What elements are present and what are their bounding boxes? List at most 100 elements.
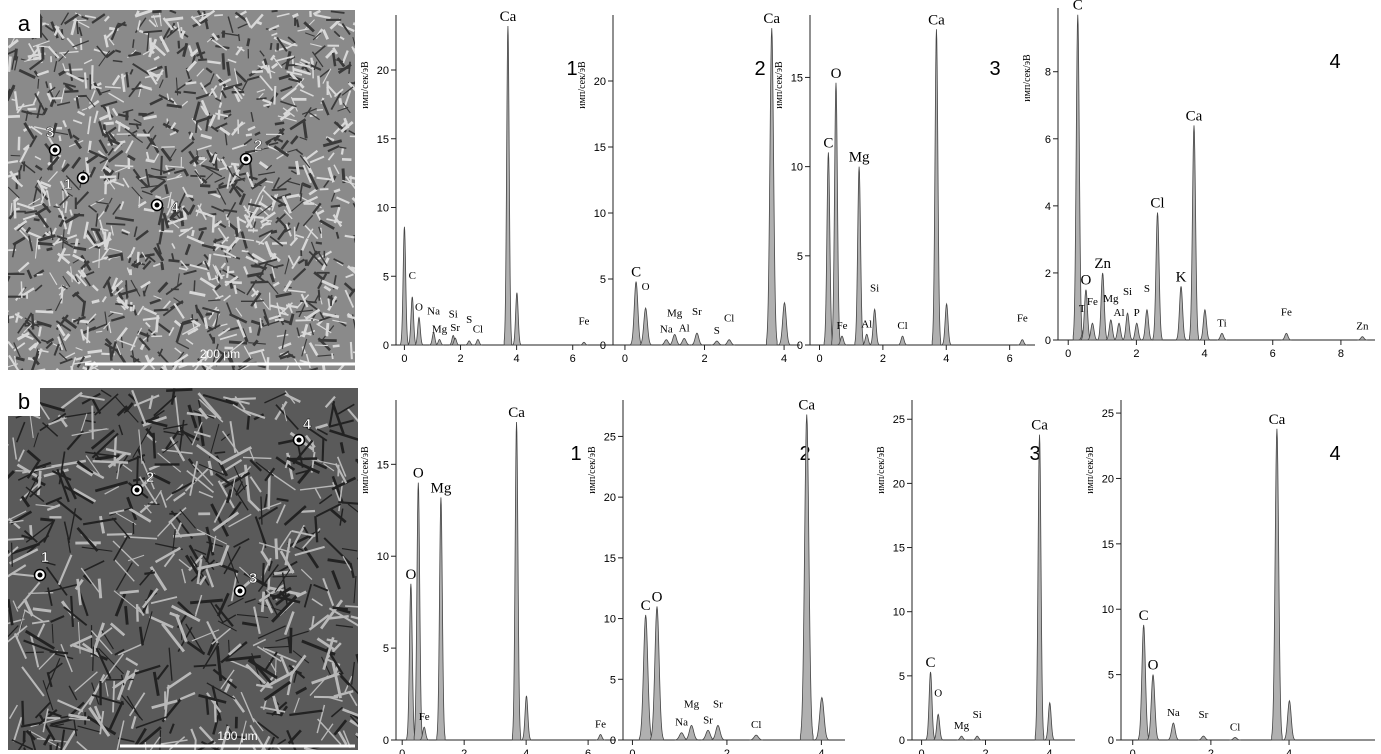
y-tick-label: 10 <box>377 203 389 215</box>
peak-label: C <box>641 598 651 614</box>
sem-image <box>0 10 367 389</box>
x-tick-label: 4 <box>1046 748 1052 754</box>
peak <box>1142 310 1151 340</box>
y-axis-label: имп/сек/эВ <box>774 61 785 109</box>
texture <box>180 230 188 231</box>
x-tick-label: 2 <box>701 353 707 365</box>
texture <box>144 291 145 297</box>
y-tick-label: 0 <box>600 340 606 352</box>
texture <box>256 98 266 99</box>
x-tick-label: 0 <box>1065 348 1071 360</box>
texture <box>265 59 267 65</box>
peak <box>522 696 530 740</box>
texture <box>271 43 272 50</box>
texture <box>34 219 40 220</box>
peak <box>437 497 445 740</box>
y-axis-label: имп/сек/эВ <box>587 446 598 494</box>
texture <box>274 86 275 105</box>
peak-label: Ti <box>1217 317 1226 329</box>
y-tick-label: 0 <box>1045 335 1051 347</box>
peak <box>779 303 790 345</box>
y-tick-label: 20 <box>377 65 389 77</box>
texture <box>2 550 8 561</box>
y-tick-label: 0 <box>797 340 803 352</box>
peak-label: Sr <box>703 714 713 726</box>
peak-label: Sr <box>713 698 723 710</box>
point-dot <box>81 176 86 181</box>
texture <box>316 243 322 244</box>
peak <box>640 308 651 345</box>
peak-label: Ca <box>798 398 815 414</box>
peak <box>1272 429 1283 740</box>
point-label: 3 <box>249 570 257 587</box>
y-tick-label: 20 <box>1102 473 1114 485</box>
texture <box>59 136 60 142</box>
texture <box>87 327 88 344</box>
texture <box>107 534 132 535</box>
peak <box>639 615 652 740</box>
texture <box>12 543 13 567</box>
peak <box>926 672 935 740</box>
texture <box>162 262 163 270</box>
texture <box>150 38 151 49</box>
peak-label: S <box>466 314 472 326</box>
x-tick-label: 4 <box>943 353 949 365</box>
peak-label: Mg <box>431 480 452 496</box>
y-tick-label: 0 <box>1108 735 1114 747</box>
peak-label: O <box>642 281 650 293</box>
texture <box>301 511 315 512</box>
y-tick-label: 25 <box>893 414 905 426</box>
x-tick-label: 0 <box>816 353 822 365</box>
peak <box>669 334 680 345</box>
peak-label: S <box>714 325 720 337</box>
peak <box>815 698 828 741</box>
point-dot <box>155 203 160 208</box>
peak <box>407 584 415 740</box>
texture <box>154 310 169 311</box>
peak <box>1153 213 1162 340</box>
x-tick-label: 6 <box>585 748 591 754</box>
texture <box>248 38 250 46</box>
texture <box>269 475 270 509</box>
texture <box>52 369 58 377</box>
x-tick-label: 4 <box>818 748 824 754</box>
texture <box>88 366 89 378</box>
y-tick-label: 10 <box>1102 604 1114 616</box>
texture <box>273 576 297 577</box>
texture <box>331 206 340 207</box>
peak-label: O <box>415 302 423 314</box>
texture <box>333 346 340 347</box>
texture <box>246 134 252 135</box>
texture <box>262 224 271 225</box>
texture <box>223 53 224 69</box>
panel-number: 2 <box>799 443 810 465</box>
x-tick-label: 6 <box>570 353 576 365</box>
texture <box>64 69 83 70</box>
y-tick-label: 20 <box>604 492 616 504</box>
y-tick-label: 5 <box>899 671 905 683</box>
x-tick-label: 8 <box>1338 348 1344 360</box>
texture <box>268 370 270 389</box>
peak <box>934 714 943 740</box>
texture <box>319 290 320 301</box>
x-tick-label: 0 <box>399 748 405 754</box>
y-tick-label: 20 <box>893 478 905 490</box>
peak-label: O <box>1081 273 1092 289</box>
y-tick-label: 5 <box>383 271 389 283</box>
peak-label: Mg <box>684 698 700 710</box>
y-tick-label: 4 <box>1045 201 1051 213</box>
texture <box>51 745 52 754</box>
peak <box>1114 323 1123 340</box>
texture <box>160 730 161 752</box>
texture <box>15 49 16 61</box>
point-label: 3 <box>46 124 54 141</box>
peak-label: Zn <box>1094 256 1111 272</box>
texture <box>340 98 341 105</box>
peak <box>692 333 703 345</box>
peak <box>1168 723 1179 740</box>
texture <box>133 305 134 311</box>
y-tick-label: 10 <box>604 614 616 626</box>
texture <box>229 342 247 343</box>
texture <box>22 701 23 725</box>
peak-label: C <box>1073 0 1083 14</box>
